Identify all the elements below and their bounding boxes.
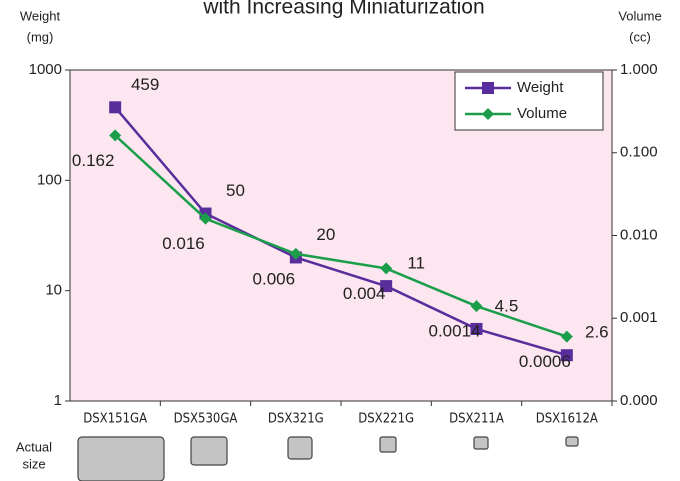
actual-size-icons [77,436,579,481]
chart-title: with Increasing Miniaturization [202,0,484,19]
y-tick-label: 1 [54,392,62,409]
series-line [114,106,568,357]
size-icon [565,436,579,447]
marker [380,280,393,293]
x-tick-label: DSX1612A [536,412,598,427]
data-label: 0.004 [343,284,386,303]
legend-label: Volume [517,105,567,122]
marker [380,262,393,275]
marker [199,212,212,225]
y2-tick-label: 1.000 [620,61,658,78]
data-label: 0.162 [72,151,115,170]
y2-axis-label: (cc) [629,29,651,44]
marker [470,322,483,335]
data-label: 0.006 [253,269,296,288]
y2-tick-label: 0.100 [620,144,658,161]
size-icon [473,436,489,450]
data-label: 459 [131,75,159,94]
y2-tick-label: 0.010 [620,226,658,243]
size-icon [190,436,228,466]
marker [109,101,122,114]
marker [289,247,302,260]
x-tick-label: DSX221G [358,412,414,427]
x-tick-label: DSX530GA [174,412,238,427]
marker [470,300,483,313]
data-label: 11 [407,254,425,273]
marker [560,349,573,362]
y-tick-label: 10 [45,282,62,299]
data-label: 20 [316,225,335,244]
legend-marker [482,108,494,120]
legend: Weight Volume [454,71,604,131]
size-icon [287,436,313,460]
legend-marker [482,82,494,94]
data-label: 2.6 [585,323,609,342]
data-label: 50 [226,181,245,200]
size-icon [379,436,397,453]
footer-label: Actual [16,439,52,454]
legend-label: Weight [517,79,564,96]
data-label: 0.0006 [519,352,571,371]
size-icon [77,436,165,481]
y-tick-label: 1000 [29,61,62,78]
x-tick-label: DSX321G [268,412,324,427]
y2-tick-label: 0.000 [620,392,658,409]
series-line [114,134,568,338]
x-tick-label: DSX211A [449,412,504,427]
y2-axis-label: Volume [618,8,661,23]
footer-label: size [22,456,45,471]
y-axis-label: (mg) [27,29,54,44]
y2-tick-label: 0.001 [620,309,658,326]
y-axis-label: Weight [20,8,61,23]
legend-box [454,71,604,131]
x-tick-label: DSX151GA [83,412,147,427]
data-label: 0.0014 [429,322,481,341]
marker [560,330,573,343]
y-tick-label: 100 [37,171,62,188]
data-label: 4.5 [495,296,519,315]
data-label: 0.016 [162,234,205,253]
marker [109,129,122,142]
